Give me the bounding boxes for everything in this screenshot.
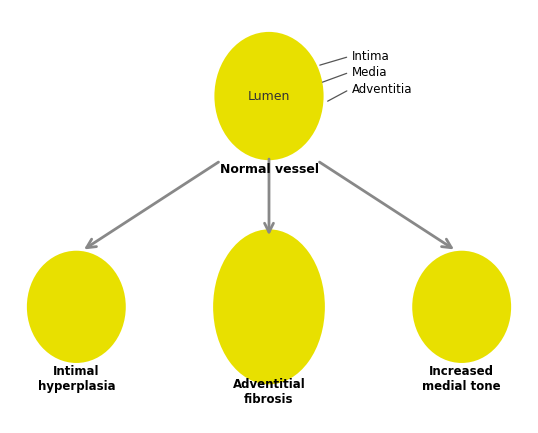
Ellipse shape	[251, 282, 287, 332]
Text: Intimal
hyperplasia: Intimal hyperplasia	[38, 365, 115, 393]
Text: Intima: Intima	[352, 50, 390, 63]
Ellipse shape	[247, 71, 291, 121]
Text: Lumen: Lumen	[248, 90, 290, 103]
Ellipse shape	[245, 274, 293, 340]
Ellipse shape	[221, 240, 317, 374]
Ellipse shape	[213, 229, 325, 385]
Ellipse shape	[445, 288, 478, 326]
Text: Adventitia: Adventitia	[352, 83, 413, 96]
Text: Adventitial
fibrosis: Adventitial fibrosis	[232, 378, 306, 406]
Ellipse shape	[63, 292, 89, 322]
Ellipse shape	[412, 251, 511, 363]
Ellipse shape	[55, 283, 97, 330]
Ellipse shape	[241, 63, 297, 129]
Ellipse shape	[438, 280, 485, 333]
Ellipse shape	[215, 32, 323, 160]
Text: Media: Media	[352, 66, 387, 79]
Ellipse shape	[69, 298, 84, 315]
Ellipse shape	[49, 276, 104, 338]
Ellipse shape	[42, 268, 111, 346]
Text: Increased
medial tone: Increased medial tone	[422, 365, 501, 393]
Ellipse shape	[223, 42, 315, 149]
Ellipse shape	[420, 260, 503, 354]
Ellipse shape	[27, 251, 126, 363]
Ellipse shape	[427, 268, 496, 346]
Ellipse shape	[232, 52, 306, 140]
Text: Normal vessel: Normal vessel	[220, 163, 318, 176]
Ellipse shape	[35, 260, 118, 354]
Ellipse shape	[237, 263, 301, 351]
